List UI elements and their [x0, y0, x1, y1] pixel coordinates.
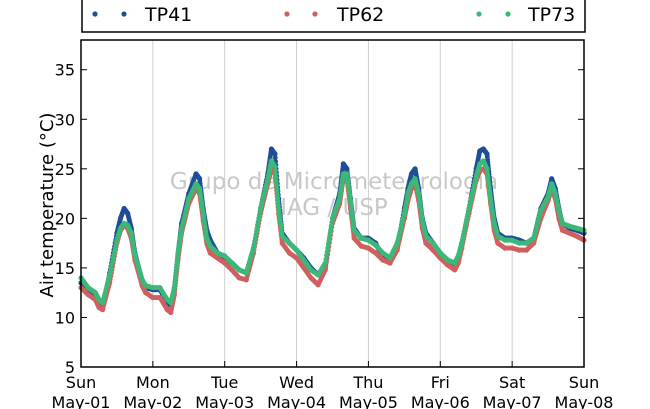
x-tick-label-day: Sat — [499, 373, 525, 392]
legend-marker-tp41 — [121, 11, 127, 17]
y-tick-label: 10 — [55, 308, 75, 327]
x-tick-label-day: Thu — [352, 373, 383, 392]
legend-item-tp62: TP62 — [284, 4, 384, 26]
data-point — [272, 164, 278, 170]
trace-dot — [274, 188, 280, 194]
x-tick-label-day: Sun — [66, 373, 96, 392]
legend-item-tp73: TP73 — [476, 4, 575, 26]
legend-label-tp73: TP73 — [527, 4, 575, 26]
x-tick-label-date: May-03 — [195, 393, 254, 409]
trace-dot — [324, 249, 330, 255]
y-tick-label: 35 — [55, 61, 75, 80]
y-tick-label: 15 — [55, 259, 75, 278]
trace-dot — [273, 178, 279, 184]
x-tick-label-date: May-01 — [52, 393, 111, 409]
grid-lines — [152, 40, 513, 367]
x-tick-label-date: May-06 — [411, 393, 470, 409]
trace-dot — [325, 245, 331, 251]
series-tp73 — [78, 158, 587, 306]
trace-dot — [323, 256, 329, 262]
x-tick-label-date: May-02 — [123, 393, 182, 409]
trace-dot — [273, 174, 279, 180]
x-tick-label-day: Fri — [431, 373, 450, 392]
x-tick-label-day: Mon — [136, 373, 170, 392]
x-tick-label-date: May-04 — [267, 393, 326, 409]
trace-dot — [327, 230, 333, 236]
trace-dot — [324, 253, 329, 258]
data-point — [272, 151, 278, 157]
legend-marker-tp73 — [476, 11, 482, 17]
legend-label-tp41: TP41 — [144, 4, 192, 26]
y-tick-label: 20 — [55, 209, 75, 228]
trace-dot — [327, 234, 332, 240]
legend-marker-tp62 — [312, 11, 318, 17]
axes: 5101520253035SunMay-01MonMay-02TueMay-03… — [52, 61, 614, 409]
y-tick-label: 5 — [65, 358, 75, 377]
y-tick-label: 25 — [55, 160, 75, 179]
trace-dot — [328, 223, 334, 229]
plot-frame — [80, 39, 585, 368]
legend-marker-tp73 — [505, 11, 511, 17]
trace-dot — [275, 199, 281, 204]
trace-dot — [326, 238, 332, 244]
y-axis-label: Air temperature (°C) — [37, 113, 58, 298]
legend-marker-tp62 — [284, 11, 290, 17]
legend: TP41 TP62 TP73 — [81, 0, 586, 33]
trace-dot — [328, 227, 334, 232]
x-tick-label-day: Wed — [279, 373, 314, 392]
x-tick-label-date: May-07 — [483, 393, 542, 409]
trace-dot — [275, 195, 281, 201]
trace-dot — [272, 167, 278, 173]
trace-dot — [274, 185, 280, 191]
trace-dot — [272, 155, 278, 161]
x-tick-label-day: Sun — [569, 373, 599, 392]
data-point — [322, 260, 328, 266]
legend-frame — [81, 0, 586, 33]
x-tick-label-date: May-05 — [339, 393, 398, 409]
watermark: Grupo de Micrometeorologia IAG / USP — [170, 169, 498, 221]
legend-marker-tp41 — [92, 11, 98, 17]
legend-item-tp41: TP41 — [92, 4, 192, 26]
legend-label-tp62: TP62 — [336, 4, 384, 26]
data-series — [78, 146, 587, 316]
x-tick-label-day: Tue — [210, 373, 238, 392]
y-tick-label: 30 — [55, 110, 75, 129]
watermark-line-1: Grupo de Micrometeorologia — [170, 169, 498, 195]
x-tick-label-date: May-08 — [555, 393, 614, 409]
trace-dot — [325, 242, 331, 247]
